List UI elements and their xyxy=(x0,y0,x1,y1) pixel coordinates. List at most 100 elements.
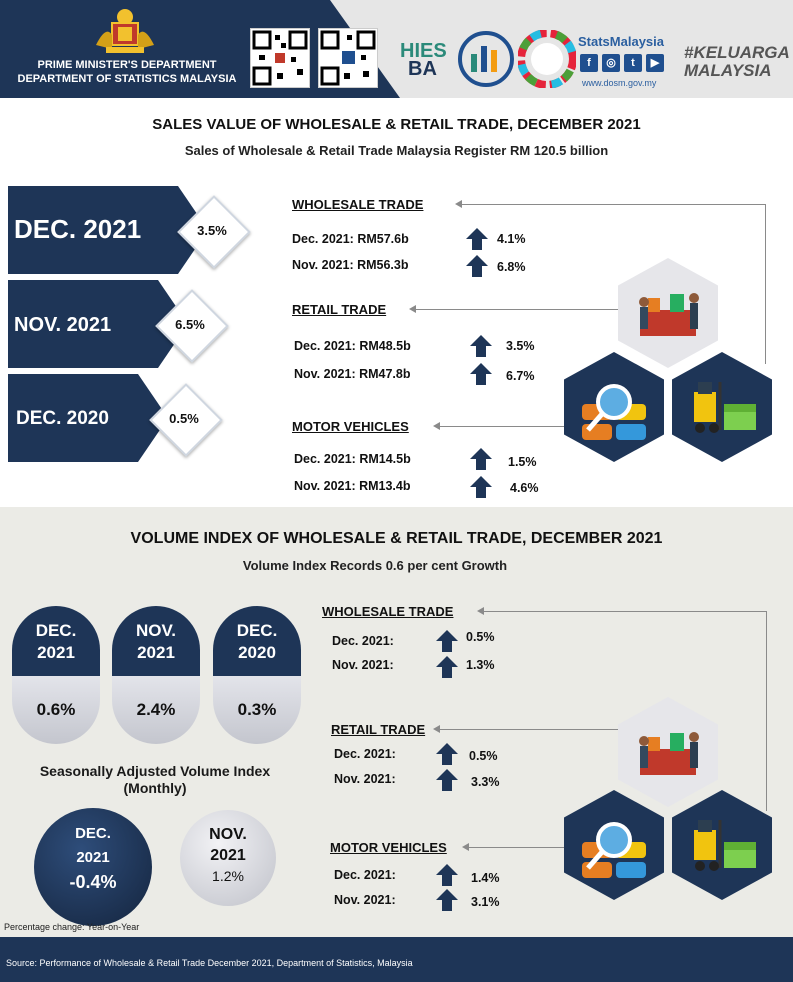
sales-wholesale-nov: Nov. 2021: RM56.3b xyxy=(292,258,409,272)
car-search-icon xyxy=(582,822,646,878)
hies-logo: HIES BA xyxy=(400,40,447,80)
hies-logo-line1: HIES xyxy=(400,40,447,62)
instagram-icon[interactable]: ◎ xyxy=(602,54,620,72)
up-arrow-icon xyxy=(466,255,488,277)
sales-title: SALES VALUE OF WHOLESALE & RETAIL TRADE,… xyxy=(152,116,641,133)
up-arrow-icon xyxy=(470,363,492,385)
sales-motor-heading: MOTOR VEHICLES xyxy=(292,419,409,434)
seasonal-circle-dec-2021: DEC. 2021 -0.4% xyxy=(34,808,152,926)
circle-value: 1.2% xyxy=(212,868,244,884)
up-arrow-icon xyxy=(436,656,458,678)
period-banner-dec-2021: DEC. 2021 xyxy=(8,186,208,274)
sales-motor-nov-pct: 4.6% xyxy=(510,481,539,495)
sales-motor-dec: Dec. 2021: RM14.5b xyxy=(294,452,411,466)
connector-arrowhead xyxy=(433,422,440,430)
volume-motor-nov-pct: 3.1% xyxy=(471,895,500,909)
volume-pill-dec-2021: DEC. 2021 0.6% xyxy=(12,606,100,744)
connector-line xyxy=(440,426,566,427)
youtube-icon[interactable]: ▶ xyxy=(646,54,664,72)
sales-motor-nov: Nov. 2021: RM13.4b xyxy=(294,479,411,493)
coat-of-arms-icon xyxy=(96,9,154,53)
volume-retail-nov-pct: 3.3% xyxy=(471,775,500,789)
retail-shop-hexagon xyxy=(618,258,718,368)
volume-motor-dec-pct: 1.4% xyxy=(471,871,500,885)
pill-period: DEC. 2020 xyxy=(213,606,301,676)
up-arrow-icon xyxy=(466,228,488,250)
twitter-icon[interactable]: t xyxy=(624,54,642,72)
sales-retail-heading: RETAIL TRADE xyxy=(292,302,387,317)
pill-period: DEC. 2021 xyxy=(12,606,100,676)
pill-line2: 2021 xyxy=(37,643,75,662)
volume-retail-dec-pct: 0.5% xyxy=(469,749,498,763)
connector-arrowhead xyxy=(455,200,462,208)
circle-line2: 2021 xyxy=(210,847,246,864)
hies-logo-line2: BA xyxy=(408,58,437,80)
up-arrow-icon xyxy=(470,448,492,470)
volume-retail-nov: Nov. 2021: xyxy=(334,772,396,786)
facebook-qr-code-icon[interactable] xyxy=(318,28,378,88)
pill-line2: 2021 xyxy=(137,643,175,662)
qr-code-icon[interactable] xyxy=(250,28,310,88)
volume-motor-nov: Nov. 2021: xyxy=(334,893,396,907)
connector-arrowhead xyxy=(462,843,469,851)
period-label: DEC. 2020 xyxy=(16,408,109,429)
sales-wholesale-heading: WHOLESALE TRADE xyxy=(292,197,424,212)
connector-line xyxy=(462,204,765,205)
sales-motor-dec-pct: 1.5% xyxy=(508,455,537,469)
car-search-icon xyxy=(582,384,646,440)
volume-wholesale-dec: Dec. 2021: xyxy=(332,634,394,648)
period-label: DEC. 2021 xyxy=(14,214,142,244)
volume-retail-dec: Dec. 2021: xyxy=(334,747,396,761)
census-logo-icon xyxy=(458,31,514,87)
sdg-wheel-icon xyxy=(518,30,576,88)
period-pct: 0.5% xyxy=(169,411,199,426)
pill-line1: NOV. xyxy=(135,621,176,640)
up-arrow-icon xyxy=(470,476,492,498)
connector-arrowhead xyxy=(477,607,484,615)
volume-pill-nov-2021: NOV. 2021 2.4% xyxy=(112,606,200,744)
volume-subtitle: Volume Index Records 0.6 per cent Growth xyxy=(242,558,508,573)
forklift-icon xyxy=(694,382,756,433)
volume-title: VOLUME INDEX OF WHOLESALE & RETAIL TRADE… xyxy=(130,530,663,547)
pill-value: 0.6% xyxy=(12,676,100,744)
up-arrow-icon xyxy=(436,743,458,765)
period-banner-dec-2020: DEC. 2020 xyxy=(8,374,168,462)
shopping-icon xyxy=(639,293,699,336)
seasonal-circle-nov-2021: NOV. 2021 1.2% xyxy=(180,810,276,906)
footer-bar xyxy=(0,937,793,982)
connector-arrowhead xyxy=(433,725,440,733)
circle-line1: DEC. xyxy=(75,825,111,842)
org-name: PRIME MINISTER'S DEPARTMENT DEPARTMENT O… xyxy=(6,58,248,86)
connector-line xyxy=(440,729,620,730)
volume-wholesale-dec-pct: 0.5% xyxy=(466,630,495,644)
website-url[interactable]: www.dosm.gov.my xyxy=(582,78,657,88)
up-arrow-icon xyxy=(436,864,458,886)
facebook-icon[interactable]: f xyxy=(580,54,598,72)
motor-vehicle-hexagon xyxy=(564,352,664,462)
connector-line xyxy=(416,309,620,310)
connector-line xyxy=(469,847,565,848)
up-arrow-icon xyxy=(436,769,458,791)
org-line-1: PRIME MINISTER'S DEPARTMENT xyxy=(37,59,217,71)
sales-retail-nov-pct: 6.7% xyxy=(506,369,535,383)
sales-retail-dec-pct: 3.5% xyxy=(506,339,535,353)
pill-line1: DEC. xyxy=(236,621,278,640)
connector-arrowhead xyxy=(409,305,416,313)
pill-period: NOV. 2021 xyxy=(112,606,200,676)
keluarga-malaysia-logo: #KELUARGA MALAYSIA xyxy=(684,43,790,80)
volume-wholesale-nov: Nov. 2021: xyxy=(332,658,394,672)
sales-wholesale-dec: Dec. 2021: RM57.6b xyxy=(292,232,409,246)
period-pct: 6.5% xyxy=(175,317,205,332)
circle-value: -0.4% xyxy=(69,872,117,892)
pill-value: 0.3% xyxy=(213,676,301,744)
org-line-2: DEPARTMENT OF STATISTICS MALAYSIA xyxy=(17,73,237,85)
up-arrow-icon xyxy=(470,335,492,357)
volume-wholesale-heading: WHOLESALE TRADE xyxy=(322,604,454,619)
sales-retail-dec: Dec. 2021: RM48.5b xyxy=(294,339,411,353)
period-pct: 3.5% xyxy=(197,223,227,238)
up-arrow-icon xyxy=(436,630,458,652)
pill-line1: DEC. xyxy=(35,621,77,640)
volume-motor-heading: MOTOR VEHICLES xyxy=(330,840,447,855)
seasonal-label: Seasonally Adjusted Volume Index (Monthl… xyxy=(39,763,271,796)
shopping-icon xyxy=(639,732,699,775)
